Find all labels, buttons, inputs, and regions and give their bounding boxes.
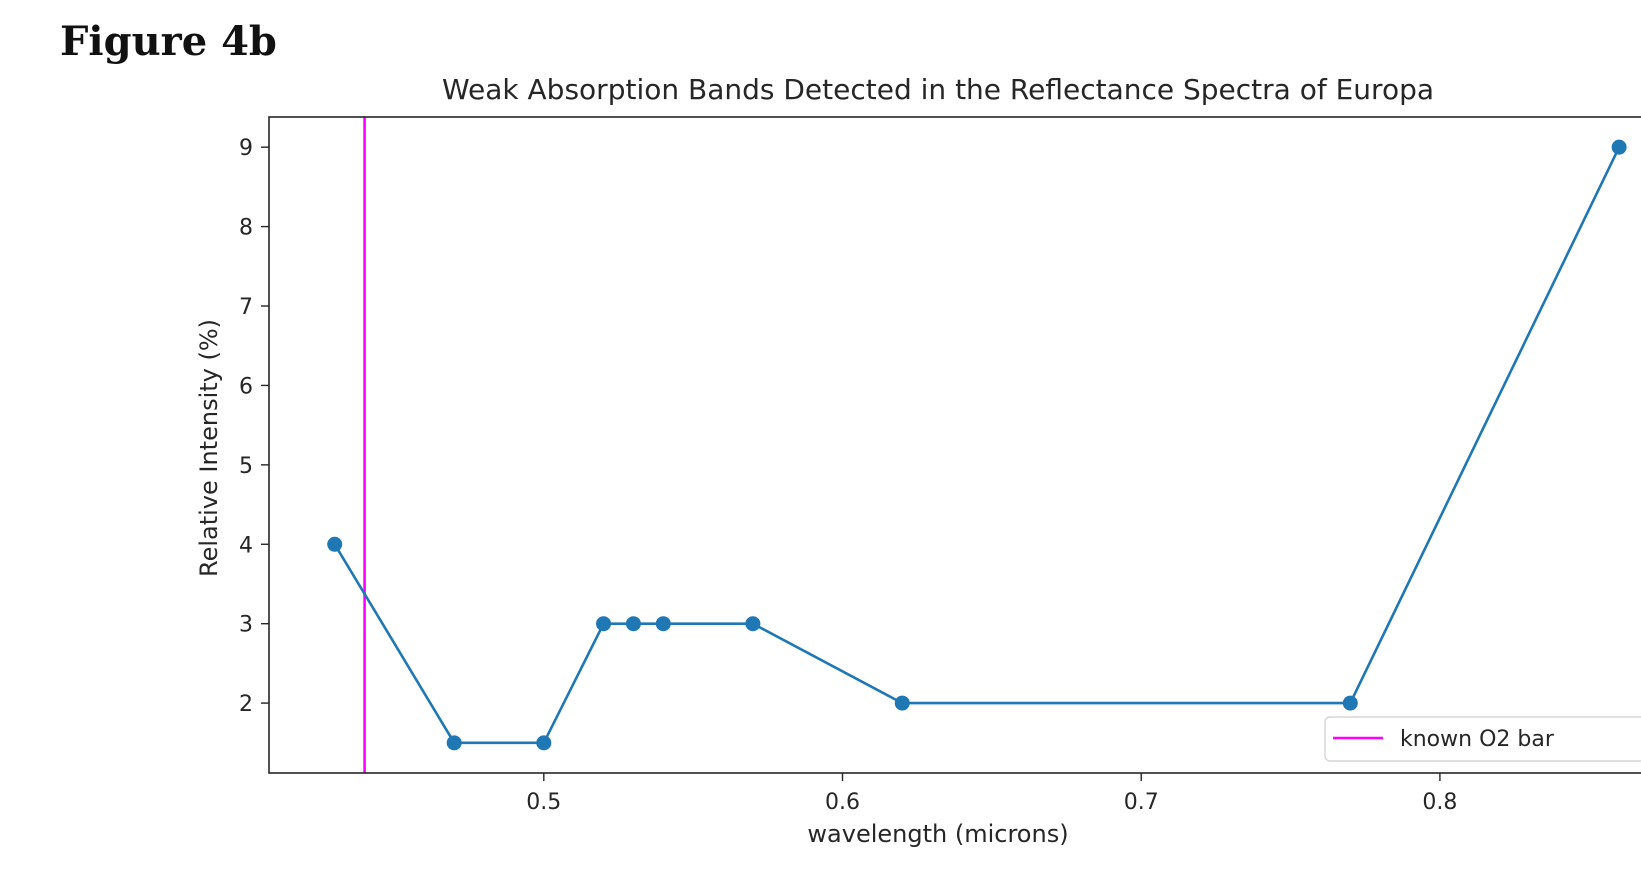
legend: known O2 bar [1324, 716, 1641, 762]
y-tick-label: 7 [239, 295, 253, 320]
y-axis-label: Relative Intensity (%) [195, 319, 223, 577]
y-tick-label: 6 [239, 374, 253, 399]
legend-label: known O2 bar [1400, 727, 1555, 752]
x-tick-label: 0.8 [1422, 790, 1457, 815]
y-tick-label: 3 [239, 613, 253, 638]
y-tick-label: 5 [239, 454, 253, 479]
data-point [894, 695, 910, 711]
data-point [745, 616, 761, 632]
plot-area [327, 117, 1627, 773]
data-point [1342, 695, 1358, 711]
legend-box [1324, 716, 1641, 762]
y-tick-label: 9 [239, 136, 253, 161]
x-axis: 0.5 0.6 0.7 0.8 [526, 773, 1457, 815]
data-point [536, 735, 552, 751]
y-tick-label: 2 [239, 692, 253, 717]
series-line [333, 146, 1621, 745]
y-tick-label: 4 [239, 533, 253, 558]
x-tick-label: 0.7 [1124, 790, 1159, 815]
x-axis-label: wavelength (microns) [807, 820, 1068, 848]
data-point [1611, 139, 1627, 155]
y-tick-label: 8 [239, 216, 253, 241]
data-point [625, 616, 641, 632]
data-point [655, 616, 671, 632]
x-tick-label: 0.6 [825, 790, 860, 815]
data-point [327, 536, 343, 552]
chart-title: Weak Absorption Bands Detected in the Re… [442, 73, 1434, 106]
data-point [446, 735, 462, 751]
y-axis: 2 3 4 5 6 7 8 9 [239, 136, 269, 717]
figure-title: Figure 4b [60, 18, 277, 65]
axes-frame [268, 116, 1641, 774]
x-tick-label: 0.5 [526, 790, 561, 815]
data-point [596, 616, 612, 632]
